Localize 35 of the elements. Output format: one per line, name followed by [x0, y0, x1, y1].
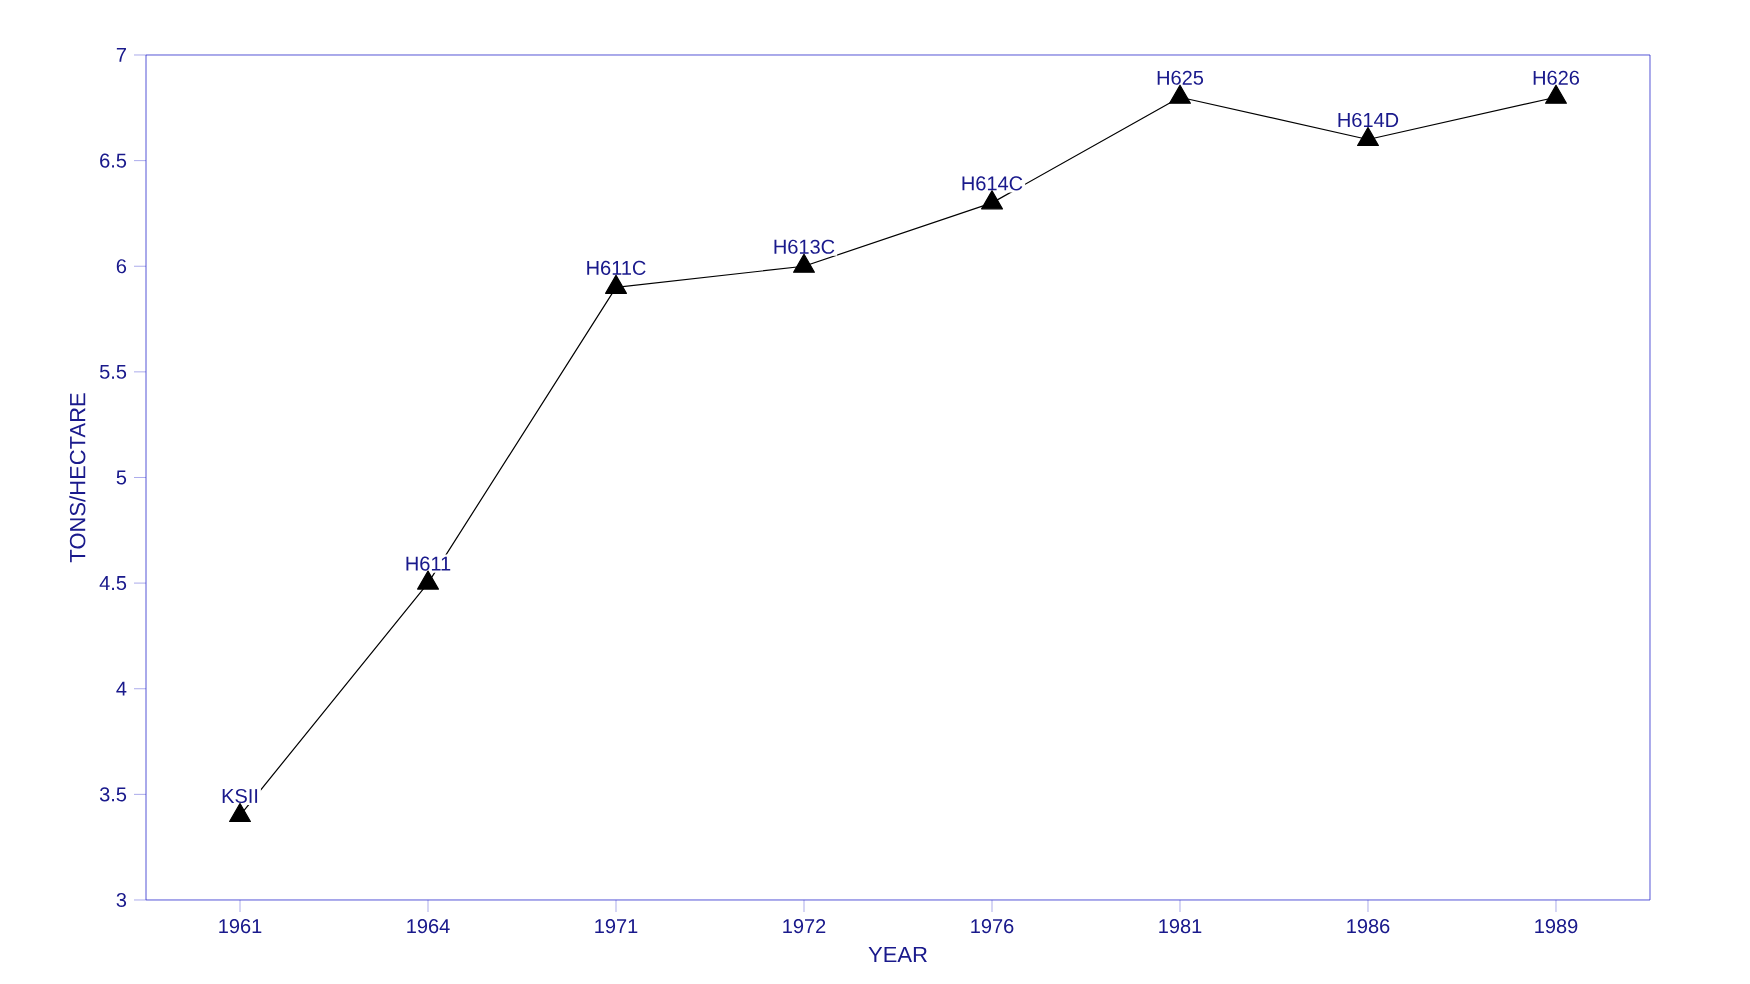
x-axis-title: YEAR: [868, 946, 927, 963]
point: [1357, 126, 1379, 147]
point: [605, 274, 627, 294]
point: [981, 190, 1003, 210]
y-tick-label: 5.5: [99, 364, 127, 379]
annotation: KSII: [222, 788, 258, 804]
annotation: H611C: [587, 260, 646, 275]
point: [793, 253, 815, 273]
point: [1545, 84, 1567, 104]
x-tick-label: 1986: [1347, 919, 1390, 934]
y-tick-label: 4.5: [99, 576, 127, 591]
point: [417, 570, 439, 590]
x-tick-label: 1976: [971, 919, 1014, 934]
annotation: H613C: [774, 239, 835, 254]
annotation: H625: [1157, 70, 1204, 85]
x-tick-label: 1981: [1159, 919, 1202, 934]
y-tick-label: 6: [116, 259, 127, 274]
x-tick-label: 1961: [219, 919, 262, 934]
y-axis-title: TONS/HECTARE: [69, 393, 86, 563]
annotation: H611: [406, 556, 451, 571]
y-tick-label: 5: [116, 470, 127, 485]
x-tick-label: 1972: [783, 919, 826, 934]
x-tick-label: 1971: [595, 919, 638, 934]
x-tick-label: 1964: [407, 919, 450, 934]
y-tick-label: 3.5: [99, 787, 127, 802]
y-tick-label: 3: [116, 892, 127, 908]
annotation: H614C: [962, 176, 1023, 191]
point: [229, 802, 251, 823]
x-tick-label: 1989: [1535, 919, 1578, 934]
y-tick-label: 6.5: [100, 153, 127, 168]
y-tick-label: 7: [116, 48, 126, 62]
point: [1169, 84, 1191, 104]
annotation: H614D: [1338, 112, 1399, 128]
y-tick-label: 4: [116, 681, 127, 696]
annotation: H626: [1533, 70, 1580, 85]
